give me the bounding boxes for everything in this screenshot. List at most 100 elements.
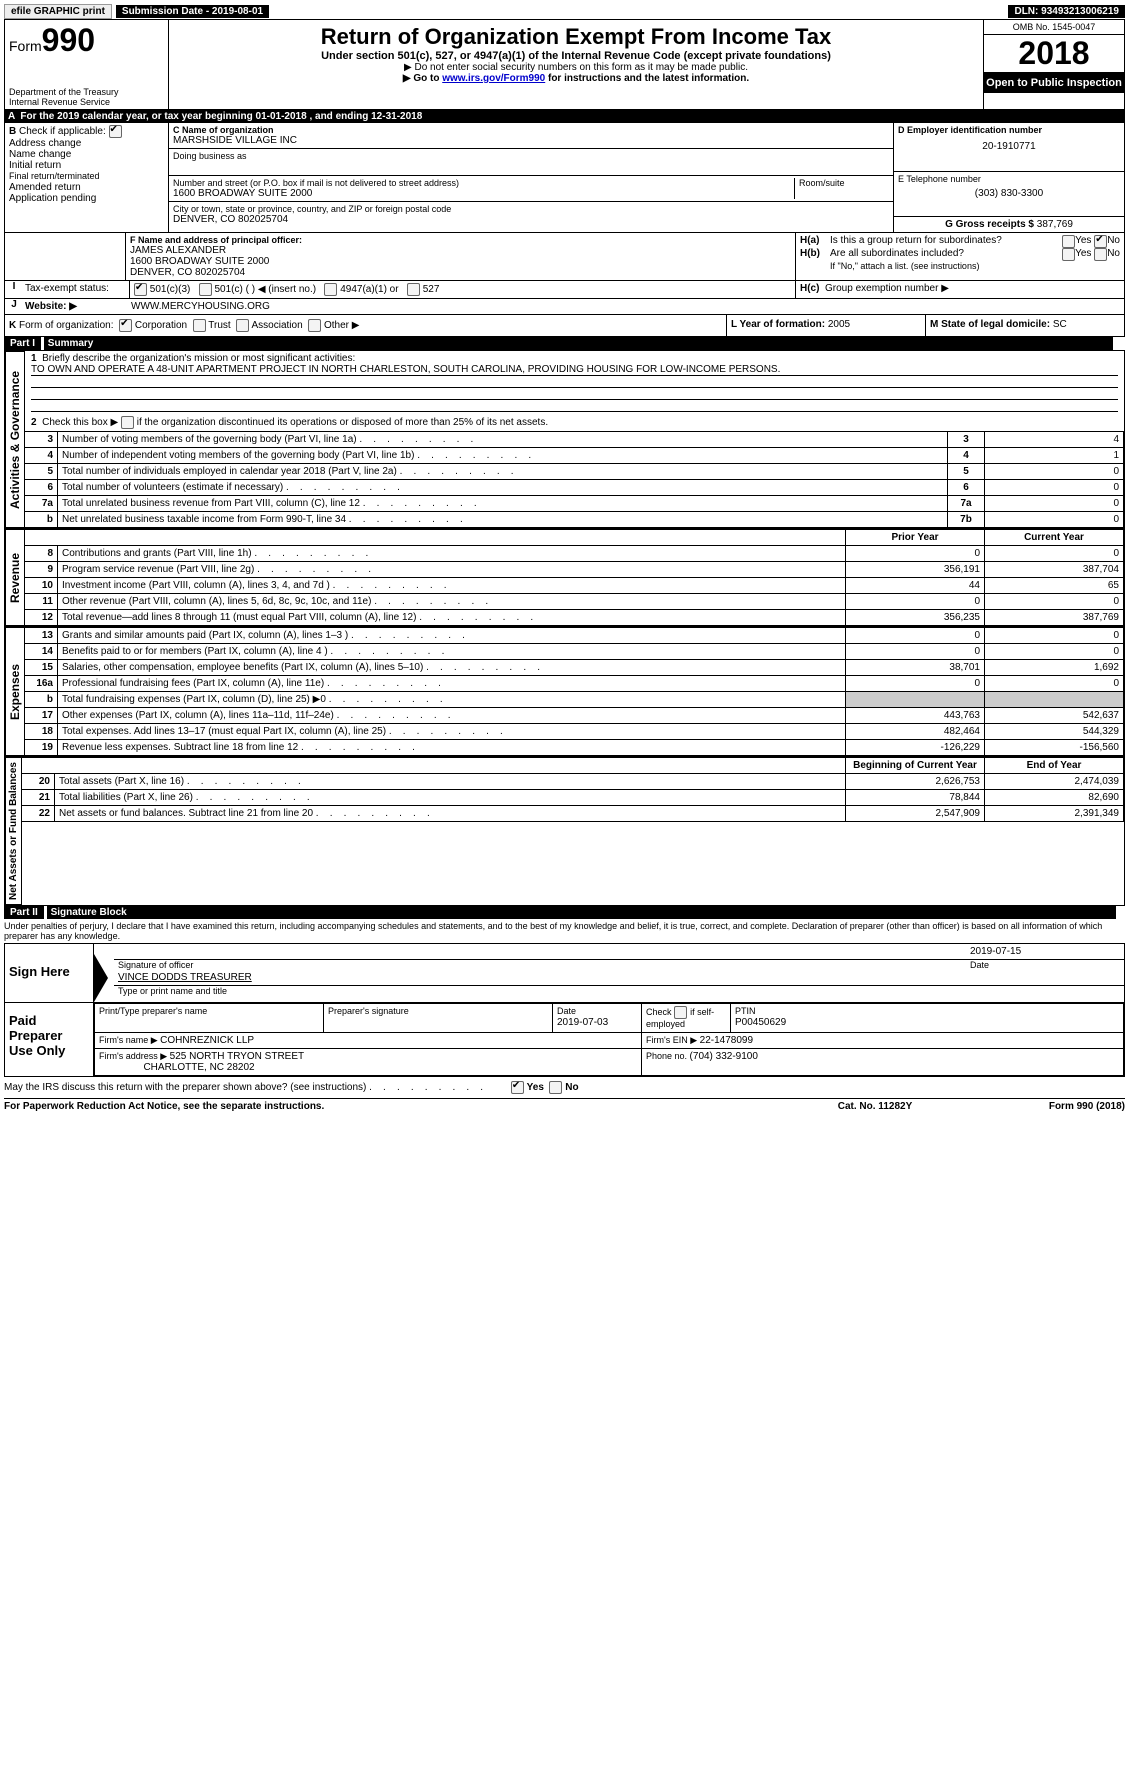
website-value: WWW.MERCYHOUSING.ORG [129, 299, 1124, 314]
summary-gov: Activities & Governance 1 Briefly descri… [4, 350, 1125, 529]
k-label: Form of organization: [19, 320, 114, 331]
form-header: Form990 Department of the Treasury Inter… [4, 19, 1125, 110]
perjury-decl: Under penalties of perjury, I declare th… [4, 919, 1125, 943]
fh-block: F Name and address of principal officer:… [4, 233, 1125, 281]
irs-label: Internal Revenue Service [9, 97, 164, 107]
sign-date: 2019-07-15 [970, 946, 1120, 957]
entity-block: B Check if applicable: Address change Na… [4, 123, 1125, 233]
officer-printed: VINCE DODDS TREASURER [114, 970, 1124, 986]
hb-no[interactable] [1094, 248, 1107, 261]
self-emp-check[interactable] [674, 1006, 687, 1019]
vlabel-gov: Activities & Governance [5, 351, 25, 528]
efile-button[interactable]: efile GRAPHIC print [4, 4, 112, 19]
footer-right: Form 990 (2018) [975, 1101, 1125, 1112]
city-value: DENVER, CO 802025704 [173, 214, 889, 225]
k-trust[interactable] [193, 319, 206, 332]
i-4947[interactable] [324, 283, 337, 296]
city-label: City or town, state or province, country… [173, 204, 889, 214]
vlabel-exp: Expenses [5, 627, 25, 756]
m-label: M State of legal domicile: [930, 319, 1053, 330]
sig-date-label: Date [970, 960, 1120, 970]
discuss-no[interactable] [549, 1081, 562, 1094]
opt-amended: Amended return [9, 182, 81, 193]
e-label: E Telephone number [898, 174, 1120, 184]
sign-arrow-icon [94, 954, 108, 1002]
l-label: L Year of formation: [731, 319, 828, 330]
officer-street: 1600 BROADWAY SUITE 2000 [130, 256, 791, 267]
expenses-table: 13 Grants and similar amounts paid (Part… [25, 627, 1124, 756]
l1-label: Briefly describe the organization's miss… [42, 353, 355, 364]
form-title: Return of Organization Exempt From Incom… [173, 24, 979, 50]
i-501c[interactable] [199, 283, 212, 296]
irs-link[interactable]: www.irs.gov/Form990 [442, 73, 545, 84]
g-label: G Gross receipts $ [945, 219, 1037, 230]
row-j: J Website: ▶ WWW.MERCYHOUSING.ORG [4, 299, 1125, 315]
part2-header: Part II Signature Block [4, 906, 1125, 919]
summary-top-table: 3 Number of voting members of the govern… [25, 431, 1124, 528]
hb-note: If "No," attach a list. (see instruction… [830, 261, 1120, 271]
preparer-table: Print/Type preparer's name Preparer's si… [94, 1003, 1124, 1076]
hb-yes[interactable] [1062, 248, 1075, 261]
sign-here-label: Sign Here [5, 944, 94, 1002]
i-527[interactable] [407, 283, 420, 296]
k-other[interactable] [308, 319, 321, 332]
summary-net: Net Assets or Fund Balances Beginning of… [4, 757, 1125, 906]
opt-final: Final return/terminated [9, 171, 100, 181]
l1-text: TO OWN AND OPERATE A 48-UNIT APARTMENT P… [31, 364, 780, 375]
gross-receipts: 387,769 [1037, 219, 1073, 230]
opt-initial: Initial return [9, 160, 61, 171]
discuss-row: May the IRS discuss this return with the… [4, 1077, 1125, 1098]
net-table: Beginning of Current Year End of Year20 … [22, 757, 1124, 822]
k-assoc[interactable] [236, 319, 249, 332]
ha-no[interactable] [1094, 235, 1107, 248]
org-name: MARSHSIDE VILLAGE INC [173, 135, 889, 146]
k-corp[interactable] [119, 319, 132, 332]
l-value: 2005 [828, 319, 850, 330]
c-name-label: C Name of organization [173, 125, 889, 135]
dept-treasury: Department of the Treasury [9, 87, 164, 97]
i-501c3[interactable] [134, 283, 147, 296]
line-a: A For the 2019 calendar year, or tax yea… [4, 110, 1125, 123]
submission-date: Submission Date - 2019-08-01 [116, 5, 269, 18]
vlabel-rev: Revenue [5, 529, 25, 626]
row-klm: K Form of organization: Corporation Trus… [4, 315, 1125, 337]
street-value: 1600 BROADWAY SUITE 2000 [173, 188, 794, 199]
part1-header: Part I Summary [4, 337, 1125, 350]
j-label: Website: ▶ [25, 301, 77, 312]
footer-mid: Cat. No. 11282Y [775, 1101, 975, 1112]
room-label: Room/suite [799, 178, 889, 188]
opt-name: Name change [9, 149, 71, 160]
form-number: Form990 [9, 22, 164, 59]
hc-label: Group exemption number ▶ [825, 283, 949, 294]
footer-left: For Paperwork Reduction Act Notice, see … [4, 1101, 775, 1112]
row-i: I Tax-exempt status: 501(c)(3) 501(c) ( … [4, 281, 1125, 299]
dln-label: DLN: 93493213006219 [1008, 5, 1125, 18]
summary-rev: Revenue Prior Year Current Year8 Contrib… [4, 529, 1125, 627]
applicable-check[interactable] [109, 125, 122, 138]
tax-year: 2018 [984, 35, 1124, 73]
officer-name: JAMES ALEXANDER [130, 245, 791, 256]
instr-link: ▶ Go to www.irs.gov/Form990 for instruct… [173, 73, 979, 84]
l2-check[interactable] [121, 416, 134, 429]
hb-label: Are all subordinates included? [830, 248, 1062, 261]
instr-ssn: ▶ Do not enter social security numbers o… [173, 62, 979, 73]
phone-value: (303) 830-3300 [898, 188, 1120, 199]
i-label: Tax-exempt status: [23, 281, 130, 298]
opt-address: Address change [9, 138, 81, 149]
open-inspection: Open to Public Inspection [984, 73, 1124, 93]
summary-exp: Expenses 13 Grants and similar amounts p… [4, 627, 1125, 757]
revenue-table: Prior Year Current Year8 Contributions a… [25, 529, 1124, 626]
name-title-label: Type or print name and title [114, 986, 1124, 996]
topbar: efile GRAPHIC print Submission Date - 20… [4, 4, 1125, 19]
discuss-yes[interactable] [511, 1081, 524, 1094]
omb-number: OMB No. 1545-0047 [984, 20, 1124, 35]
f-label: F Name and address of principal officer: [130, 235, 302, 245]
officer-city: DENVER, CO 802025704 [130, 267, 791, 278]
opt-pending: Application pending [9, 193, 96, 204]
street-label: Number and street (or P.O. box if mail i… [173, 178, 794, 188]
d-label: D Employer identification number [898, 125, 1042, 135]
page-footer: For Paperwork Reduction Act Notice, see … [4, 1099, 1125, 1112]
dba-label: Doing business as [173, 151, 889, 161]
m-value: SC [1053, 319, 1067, 330]
ha-yes[interactable] [1062, 235, 1075, 248]
